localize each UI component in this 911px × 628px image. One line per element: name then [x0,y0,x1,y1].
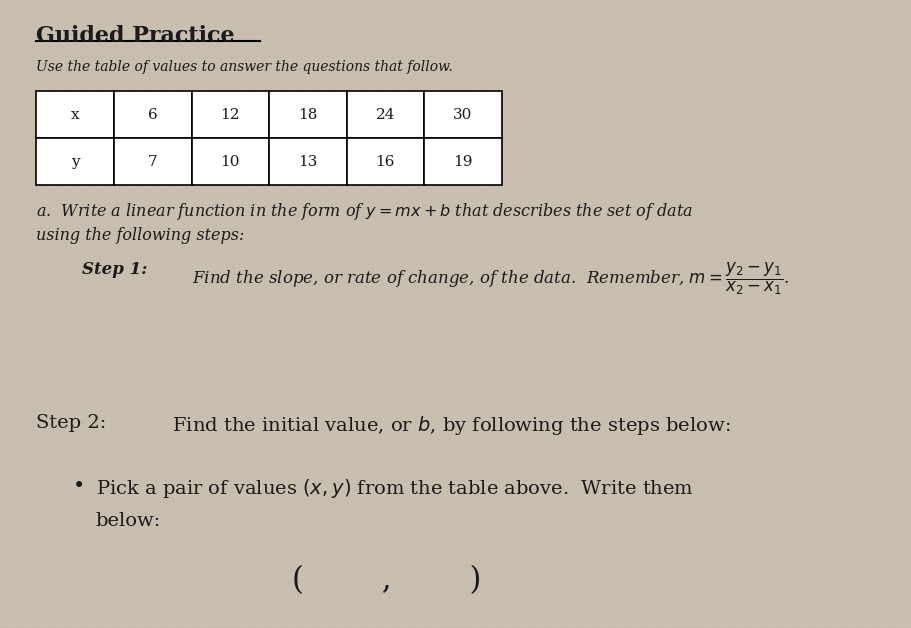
Bar [424,138,501,185]
Text: •: • [73,477,85,496]
Text: using the following steps:: using the following steps: [36,227,244,244]
Text: Use the table of values to answer the questions that follow.: Use the table of values to answer the qu… [36,60,453,73]
Bar [191,138,269,185]
Bar [269,91,346,138]
Text: x: x [71,107,79,122]
Text: Pick a pair of values $(x, y)$ from the table above.  Write them: Pick a pair of values $(x, y)$ from the … [96,477,693,501]
Text: y: y [71,154,79,169]
Text: 18: 18 [298,107,317,122]
Text: below:: below: [96,512,161,530]
Text: 16: 16 [375,154,394,169]
Bar [191,91,269,138]
Text: a.  Write a linear function in the form of $y = mx + b$ that describes the set o: a. Write a linear function in the form o… [36,201,693,222]
Text: Find the slope, or rate of change, of the data.  Remember, $m = \dfrac{y_2-y_1}{: Find the slope, or rate of change, of th… [187,261,788,297]
Text: 19: 19 [453,154,472,169]
Text: 7: 7 [148,154,158,169]
Text: 10: 10 [220,154,240,169]
Text: (        ,        ): ( , ) [292,565,481,596]
Bar [36,91,114,138]
Text: Find the initial value, or $b$, by following the steps below:: Find the initial value, or $b$, by follo… [159,414,730,438]
Text: 30: 30 [453,107,472,122]
Bar [346,138,424,185]
Bar [269,138,346,185]
Bar [424,91,501,138]
Bar [114,138,191,185]
Bar [346,91,424,138]
Text: 13: 13 [298,154,317,169]
Text: Step 1:: Step 1: [82,261,148,278]
Text: Guided Practice: Guided Practice [36,25,235,47]
Bar [114,91,191,138]
Text: 12: 12 [220,107,240,122]
Bar [36,138,114,185]
Text: Step 2:: Step 2: [36,414,107,433]
Text: 24: 24 [375,107,394,122]
Text: 6: 6 [148,107,158,122]
